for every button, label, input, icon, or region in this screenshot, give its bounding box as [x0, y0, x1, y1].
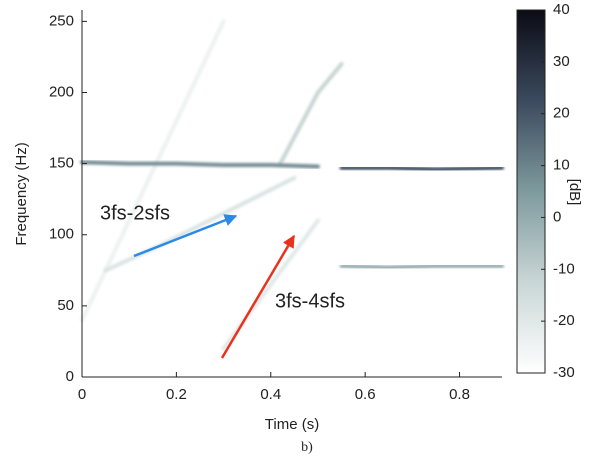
- ridge: [339, 264, 504, 270]
- x-tick-label: 0: [78, 386, 86, 403]
- arrow: [220, 234, 296, 359]
- y-tick-label: 200: [49, 83, 74, 100]
- ridge: [103, 175, 297, 273]
- x-tick-label: 0.2: [166, 386, 187, 403]
- colorbar: [516, 9, 546, 374]
- y-tick-label: 100: [49, 226, 74, 243]
- x-axis-label: Time (s): [265, 416, 319, 433]
- y-tick-label: 150: [49, 155, 74, 172]
- caption: b): [301, 440, 313, 455]
- colorbar-tick-label: 10: [553, 157, 570, 174]
- y-tick-label: 250: [49, 12, 74, 29]
- ridge: [80, 160, 320, 169]
- x-tick-label: 0.4: [260, 386, 281, 403]
- arrow: [133, 214, 238, 258]
- colorbar-tick-label: -30: [553, 364, 575, 381]
- y-tick-label: 0: [66, 368, 74, 385]
- colorbar-tick-label: 30: [553, 53, 570, 70]
- colorbar-tick-label: 20: [553, 105, 570, 122]
- colorbar-tick-label: -10: [553, 260, 575, 277]
- y-tick-label: 50: [57, 297, 74, 314]
- colorbar-tick-label: 40: [553, 1, 570, 18]
- ridge: [339, 165, 504, 172]
- ridge: [80, 19, 226, 323]
- colorbar-label: [dB]: [566, 179, 583, 206]
- annotation: 3fs-4sfs: [275, 290, 345, 312]
- y-axis-label: Frequency (Hz): [13, 142, 30, 245]
- x-tick-label: 0.8: [449, 386, 470, 403]
- colorbar-tick-label: 0: [553, 208, 561, 225]
- annotation: 3fs-2sfs: [100, 202, 170, 224]
- x-tick-label: 0.6: [355, 386, 376, 403]
- colorbar-tick-label: -20: [553, 312, 575, 329]
- ridge: [278, 62, 344, 166]
